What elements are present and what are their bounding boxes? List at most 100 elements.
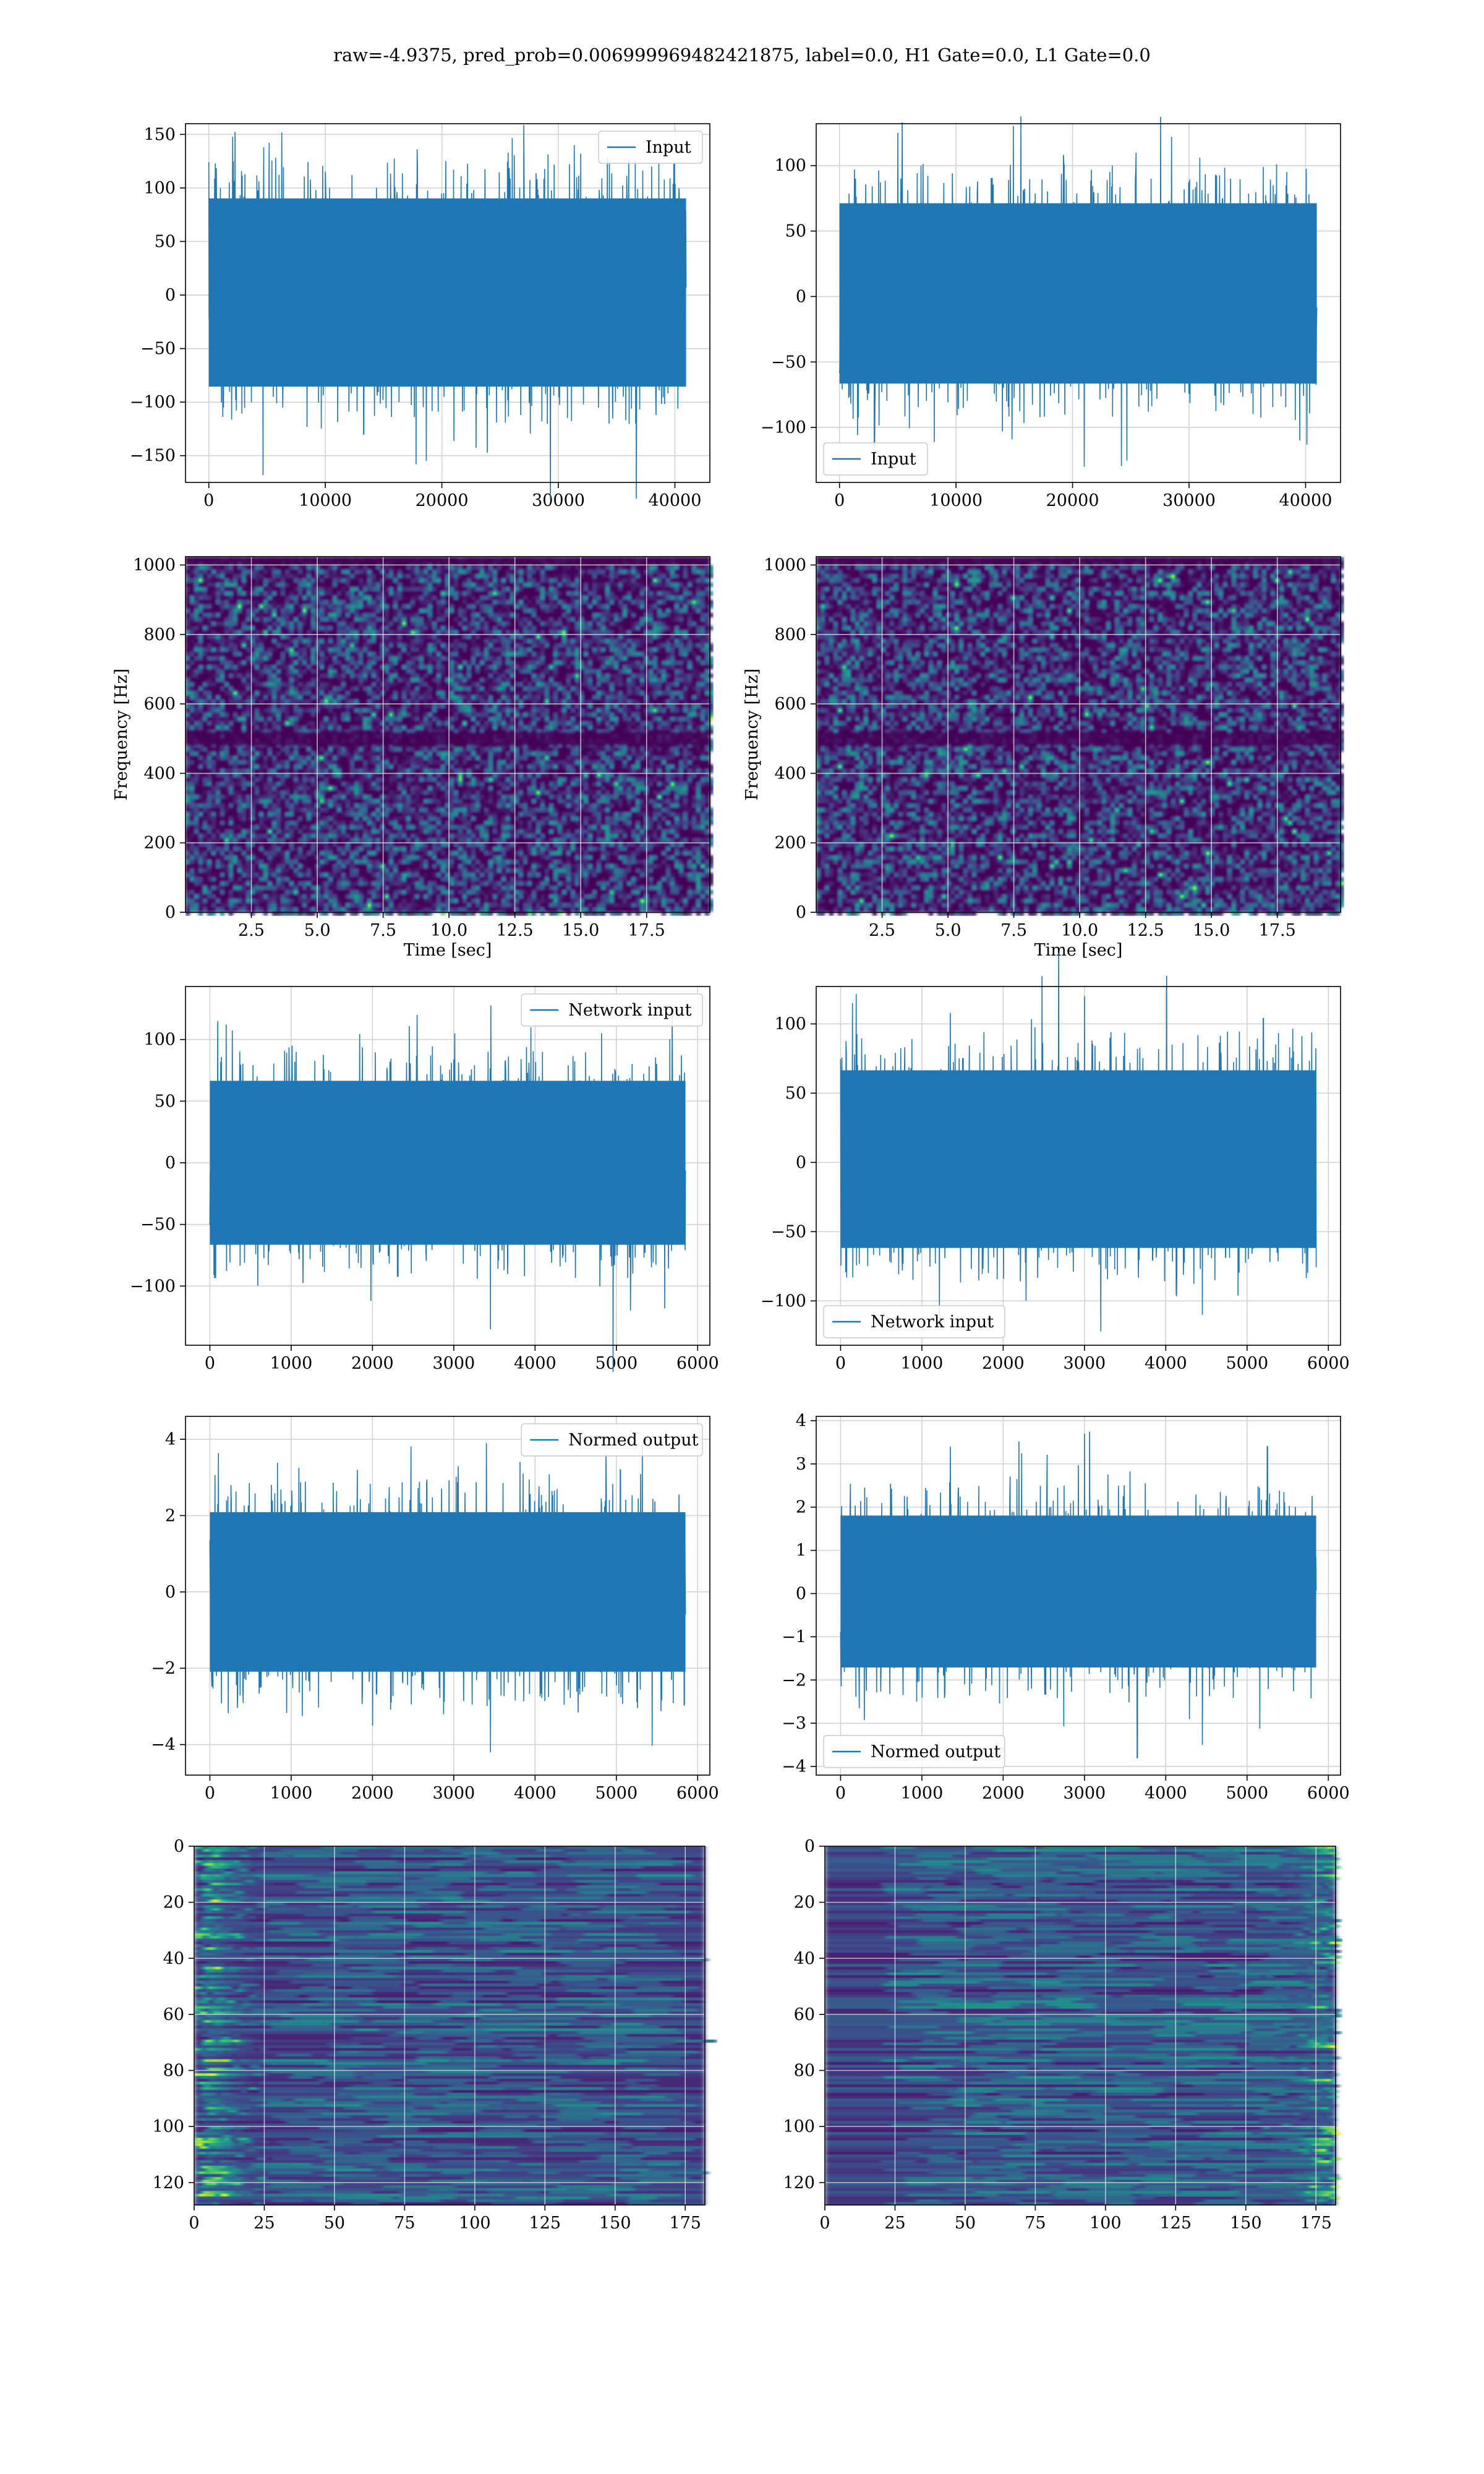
- spectrogram-cell: [553, 786, 558, 790]
- spectrogram-cell: [579, 700, 584, 704]
- spectrogram-cell: [450, 691, 454, 695]
- spectrogram-cell: [601, 617, 605, 622]
- spectrogram-cell: [649, 691, 653, 695]
- spectrogram-cell: [190, 613, 194, 617]
- spectrogram-cell: [424, 751, 428, 756]
- spectrogram-cell: [527, 790, 532, 795]
- spectrogram-cell: [454, 665, 458, 669]
- spectrogram-cell: [333, 812, 337, 816]
- spectrogram-cell: [454, 587, 458, 591]
- spectrogram-cell: [566, 700, 571, 704]
- spectrogram-cell: [601, 622, 605, 626]
- spectrogram-cell: [263, 816, 268, 821]
- spectrogram-cell: [272, 704, 276, 708]
- spectrogram-cell: [497, 777, 501, 782]
- spectrogram-cell: [475, 751, 480, 756]
- spectrogram-cell: [398, 678, 402, 682]
- spectrogram-cell: [363, 635, 367, 639]
- spectrogram-cell: [493, 583, 497, 587]
- spectrogram-cell: [229, 773, 233, 777]
- spectrogram-cell: [289, 656, 294, 661]
- spectrogram-cell: [575, 803, 579, 808]
- spectrogram-cell: [597, 777, 601, 782]
- spectrogram-cell: [627, 747, 631, 751]
- spectrogram-cell: [259, 630, 263, 635]
- spectrogram-cell: [398, 782, 402, 786]
- spectrogram-cell: [372, 704, 376, 708]
- spectrogram-cell: [224, 565, 229, 570]
- spectrogram-cell: [441, 617, 445, 622]
- spectrogram-cell: [510, 674, 514, 678]
- spectrogram-cell: [666, 596, 670, 600]
- spectrogram-cell: [363, 764, 367, 769]
- spectrogram-cell: [229, 596, 233, 600]
- spectrogram-cell: [493, 678, 497, 682]
- spectrogram-cell: [566, 717, 571, 721]
- spectrogram-cell: [359, 648, 363, 652]
- spectrogram-cell: [614, 782, 618, 786]
- spectrogram-cell: [497, 795, 501, 799]
- spectrogram-cell: [670, 609, 675, 613]
- spectrogram-cell: [484, 773, 488, 777]
- spectrogram-cell: [597, 565, 601, 570]
- spectrogram-cell: [696, 726, 701, 730]
- spectrogram-cell: [424, 604, 428, 609]
- spectrogram-cell: [692, 721, 696, 726]
- spectrogram-cell: [540, 578, 545, 583]
- spectrogram-cell: [454, 661, 458, 665]
- spectrogram-cell: [670, 643, 675, 648]
- spectrogram-cell: [203, 700, 207, 704]
- spectrogram-cell: [549, 630, 553, 635]
- spectrogram-cell: [471, 803, 475, 808]
- spectrogram-cell: [350, 587, 354, 591]
- spectrogram-cell: [437, 570, 441, 574]
- spectrogram-cell: [294, 799, 298, 803]
- spectrogram-cell: [584, 678, 588, 682]
- spectrogram-cell: [367, 622, 372, 626]
- spectrogram-cell: [237, 790, 242, 795]
- spectrogram-cell: [553, 713, 558, 717]
- spectrogram-cell: [709, 574, 714, 578]
- spectrogram-cell: [224, 626, 229, 630]
- spectrogram-cell: [540, 652, 545, 656]
- spectrogram-cell: [662, 600, 666, 604]
- spectrogram-cell: [224, 665, 229, 669]
- spectrogram-cell: [601, 656, 605, 661]
- spectrogram-cell: [523, 630, 527, 635]
- spectrogram-cell: [497, 782, 501, 786]
- spectrogram-cell: [584, 756, 588, 760]
- spectrogram-cell: [350, 687, 354, 691]
- spectrogram-cell: [540, 687, 545, 691]
- spectrogram-cell: [311, 648, 315, 652]
- spectrogram-cell: [618, 756, 623, 760]
- spectrogram-cell: [307, 682, 311, 687]
- spectrogram-cell: [701, 630, 705, 635]
- spectrogram-cell: [610, 643, 614, 648]
- spectrogram-cell: [372, 786, 376, 790]
- spectrogram-cell: [242, 782, 246, 786]
- spectrogram-cell: [493, 773, 497, 777]
- spectrogram-cell: [359, 808, 363, 812]
- spectrogram-cell: [463, 678, 467, 682]
- spectrogram-cell: [636, 786, 640, 790]
- spectrogram-cell: [363, 816, 367, 821]
- spectrogram-cell: [220, 721, 224, 726]
- spectrogram-cell: [207, 764, 211, 769]
- spectrogram-cell: [558, 583, 562, 587]
- spectrogram-cell: [428, 583, 432, 587]
- spectrogram-cell: [328, 609, 333, 613]
- spectrogram-cell: [510, 695, 514, 700]
- spectrogram-cell: [545, 622, 549, 626]
- spectrogram-cell: [701, 678, 705, 682]
- spectrogram-cell: [510, 630, 514, 635]
- spectrogram-cell: [523, 669, 527, 674]
- spectrogram-cell: [597, 613, 601, 617]
- spectrogram-cell: [424, 648, 428, 652]
- spectrogram-cell: [610, 751, 614, 756]
- spectrogram-cell: [298, 613, 302, 617]
- spectrogram-cell: [705, 622, 709, 626]
- spectrogram-cell: [532, 751, 536, 756]
- spectrogram-cell: [424, 570, 428, 574]
- spectrogram-cell: [194, 704, 198, 708]
- spectrogram-cell: [367, 803, 372, 808]
